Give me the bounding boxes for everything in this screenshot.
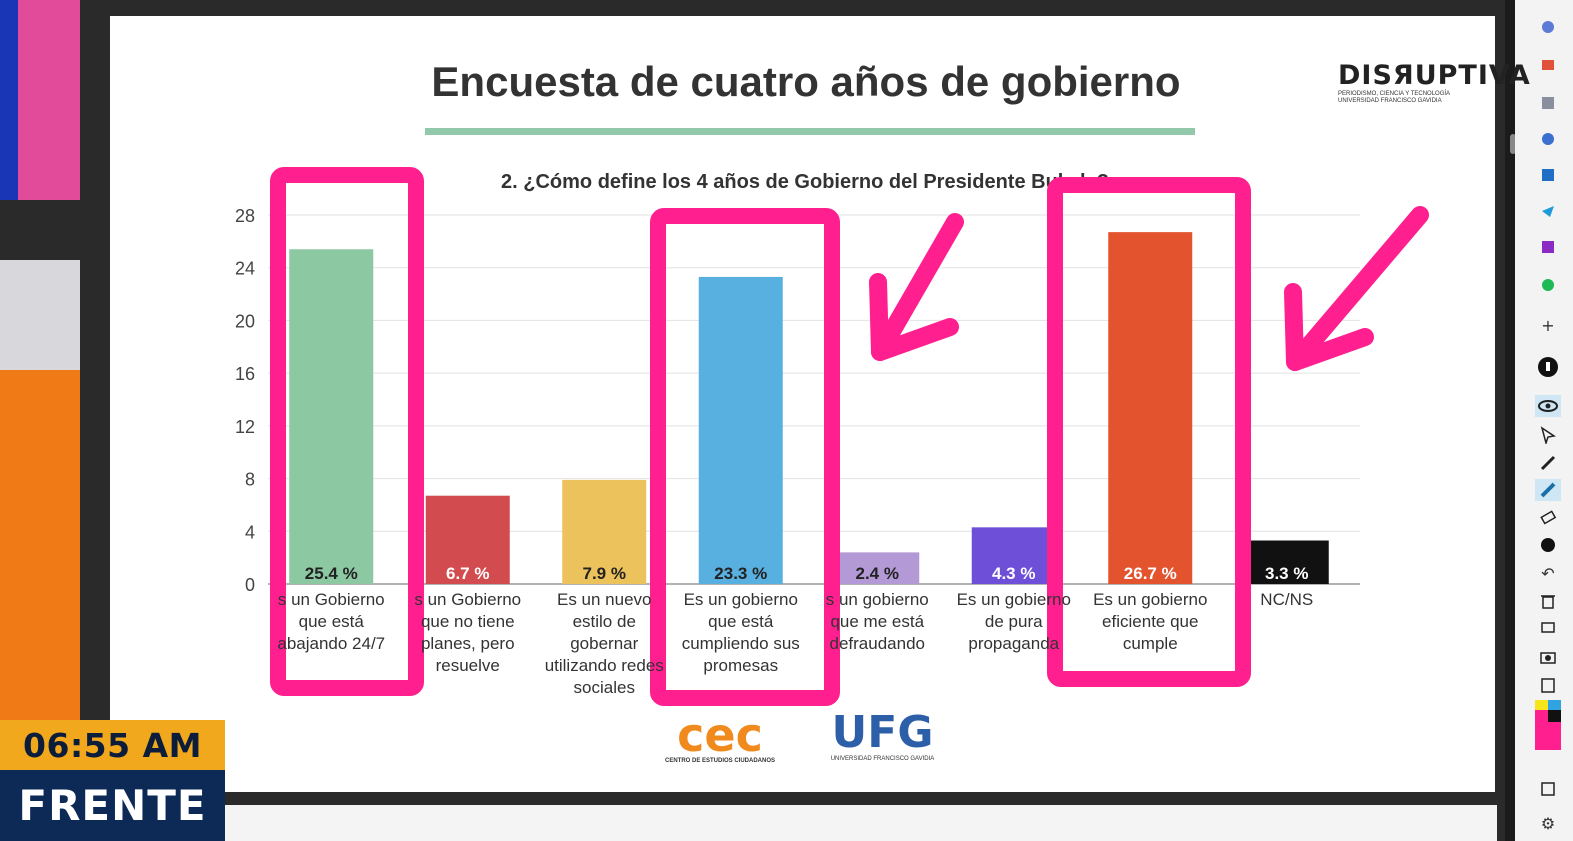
tv-clock: 06:55 AM — [0, 720, 225, 770]
next-slide-preview — [225, 805, 1497, 841]
gear-glyph: ⚙ — [1540, 813, 1556, 833]
scrollbar[interactable] — [1510, 134, 1516, 154]
y-tick-label: 28 — [235, 206, 255, 226]
chart-title: 2. ¿Cómo define los 4 años de Gobierno d… — [501, 171, 1109, 193]
settings-icon[interactable]: ⚙ — [1535, 812, 1561, 834]
data-label: 25.4 % — [305, 564, 358, 583]
y-tick-label: 8 — [245, 470, 255, 490]
bar — [425, 495, 510, 584]
plus-glyph: + — [1541, 315, 1555, 335]
x-tick-label: Es un gobierno que está cumpliendo sus prom… — [681, 590, 800, 675]
left-strip-pink — [18, 0, 80, 200]
bar — [971, 527, 1056, 584]
spotify-icon[interactable] — [1535, 274, 1561, 296]
background-strip — [0, 0, 80, 841]
data-label: 4.3 % — [992, 564, 1035, 583]
highlight-box — [1047, 177, 1251, 687]
left-strip-orange — [0, 370, 80, 720]
bar — [698, 276, 783, 584]
left-strip-light — [0, 260, 80, 370]
eraser-icon[interactable] — [1535, 506, 1561, 528]
undo-icon[interactable]: ↶ — [1535, 562, 1561, 584]
data-label: 6.7 % — [446, 564, 489, 583]
data-label: 23.3 % — [714, 564, 767, 583]
bar — [289, 249, 374, 584]
board-icon[interactable] — [1535, 618, 1561, 640]
brand-sub-line-1: PERIODISMO, CIENCIA Y TECNOLOGÍA — [1338, 91, 1451, 97]
tv-lower-third: 06:55 AM FRENTE — [0, 720, 225, 841]
highlight-box — [270, 167, 424, 696]
left-strip-dark — [0, 200, 80, 260]
outlook-icon[interactable] — [1535, 164, 1561, 186]
cec-logo: cec CENTRO DE ESTUDIOS CIUDADANOS — [660, 712, 780, 764]
ufg-logo: UFG UNIVERSIDAD FRANCISCO GAVIDIA — [825, 707, 940, 763]
annotation-arrow — [1286, 206, 1429, 371]
undo-glyph: ↶ — [1541, 563, 1555, 583]
brand-sub-line-2: UNIVERSIDAD FRANCISCO GAVIDIA — [1338, 98, 1442, 104]
x-tick-label: s un gobierno que me está defraudando — [825, 590, 929, 653]
tv-show-name: FRENTE — [0, 770, 225, 841]
bar — [835, 552, 920, 584]
x-tick-label: NC/NS — [1260, 590, 1314, 609]
y-tick-label: 24 — [235, 259, 255, 279]
send-icon[interactable] — [1535, 200, 1561, 222]
y-tick-label: 20 — [235, 311, 255, 331]
data-label: 3.3 % — [1265, 564, 1308, 583]
eye-icon[interactable] — [1535, 395, 1561, 417]
app-icon-3[interactable] — [1535, 92, 1561, 114]
highlight-box — [650, 208, 840, 706]
brand-sub: PERIODISMO, CIENCIA Y TECNOLOGÍA UNIVERS… — [1338, 91, 1478, 105]
trash-icon[interactable] — [1535, 590, 1561, 612]
pencil-icon[interactable] — [1535, 452, 1561, 474]
clipboard-icon[interactable] — [1535, 674, 1561, 696]
annotation-arrowhead — [1284, 283, 1374, 371]
pen-mode-icon[interactable] — [1535, 356, 1561, 378]
y-tick-label: 0 — [245, 575, 255, 595]
title-rule — [425, 128, 1195, 135]
ufg-logo-text: UFG — [831, 707, 934, 758]
cec-logo-sub: CENTRO DE ESTUDIOS CIUDADANOS — [664, 758, 775, 764]
bar — [562, 479, 647, 584]
highlighter-icon[interactable] — [1535, 479, 1561, 501]
ufg-logo-sub: UNIVERSIDAD FRANCISCO GAVIDIA — [830, 756, 935, 762]
add-icon[interactable]: + — [1535, 314, 1561, 336]
y-tick-label: 4 — [245, 522, 255, 542]
data-label: 7.9 % — [583, 564, 626, 583]
bar — [1108, 232, 1193, 584]
slide-title: Encuesta de cuatro años de gobierno — [431, 58, 1181, 105]
x-tick-label: s un Gobierno que está abajando 24/7 — [277, 590, 386, 653]
color-picker-icon[interactable] — [1535, 700, 1561, 750]
app-icon-4[interactable] — [1535, 128, 1561, 150]
x-tick-label: Es un nuevo estilo de gobernar utilizando r… — [544, 590, 664, 697]
y-tick-label: 12 — [235, 417, 255, 437]
data-label: 2.4 % — [856, 564, 899, 583]
annotation-arrowhead — [869, 273, 959, 361]
panel-icon[interactable] — [1535, 778, 1561, 800]
app-icon-2[interactable] — [1535, 54, 1561, 76]
data-label: 26.7 % — [1124, 564, 1177, 583]
x-tick-label: Es un gobierno de pura propaganda — [956, 590, 1071, 653]
camera-icon[interactable] — [1535, 646, 1561, 668]
app-icon-1[interactable] — [1535, 16, 1561, 38]
y-tick-label: 16 — [235, 364, 255, 384]
cec-logo-text: cec — [677, 708, 763, 762]
x-tick-label: Es un gobierno eficiente que cumple — [1093, 590, 1208, 653]
onenote-icon[interactable] — [1535, 236, 1561, 258]
x-tick-label: s un Gobierno que no tiene planes, pero res… — [414, 590, 522, 675]
brush-size-icon[interactable] — [1535, 534, 1561, 556]
bar — [1244, 540, 1329, 584]
cursor-icon[interactable] — [1535, 424, 1561, 446]
annotation-arrow — [871, 213, 964, 361]
